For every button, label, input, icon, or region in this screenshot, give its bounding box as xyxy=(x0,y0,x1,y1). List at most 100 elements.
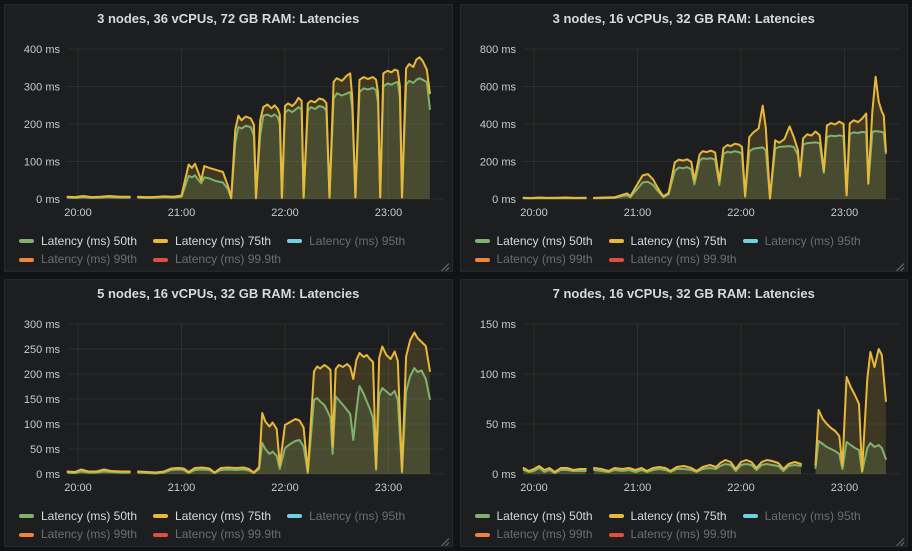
legend-swatch-95th[interactable] xyxy=(742,239,758,243)
y-axis-label: 50 ms xyxy=(486,419,516,431)
legend-swatch-99.9th[interactable] xyxy=(608,257,624,262)
panel-title[interactable]: 5 nodes, 16 vCPUs, 32 GB RAM: Latencies xyxy=(97,286,360,301)
legend-swatch-99th[interactable] xyxy=(474,257,490,262)
legend-swatch-75th[interactable] xyxy=(608,514,624,518)
x-axis-label: 22:00 xyxy=(727,482,755,494)
legend-item-75th[interactable]: Latency (ms) 75th xyxy=(608,508,727,525)
x-axis-label: 21:00 xyxy=(168,482,196,494)
series-line-75th xyxy=(522,465,587,473)
legend-swatch-99th[interactable] xyxy=(19,257,34,262)
legend-swatch-50th[interactable] xyxy=(19,239,34,243)
x-axis-label: 20:00 xyxy=(520,482,548,494)
legend-item-99th[interactable]: Latency (ms) 99th xyxy=(19,251,137,268)
y-axis-label: 0 ms xyxy=(492,194,516,206)
panel-resize-handle[interactable] xyxy=(440,534,450,546)
x-axis-label: 20:00 xyxy=(64,207,92,219)
legend-swatch-99.9th[interactable] xyxy=(153,257,169,262)
y-axis-label: 400 ms xyxy=(479,119,516,131)
panel-resize-handle[interactable] xyxy=(895,534,905,546)
legend-item-95th[interactable]: Latency (ms) 95th xyxy=(742,508,861,525)
latency-chart[interactable]: 20:00 21:00 22:00 23:00 0 ms 50 ms 100 ms 150 m… xyxy=(461,307,908,503)
series-line-75th xyxy=(66,195,131,199)
legend-swatch-95th[interactable] xyxy=(287,514,303,518)
series-area-50th xyxy=(815,441,886,474)
legend-swatch-50th[interactable] xyxy=(19,514,34,518)
series-area-75th xyxy=(593,76,886,199)
legend-item-75th[interactable]: Latency (ms) 75th xyxy=(608,233,727,250)
x-axis-label: 20:00 xyxy=(64,482,92,494)
legend-item-99.9th[interactable]: Latency (ms) 99.9th xyxy=(153,251,281,268)
legend-item-99.9th[interactable]: Latency (ms) 99.9th xyxy=(608,526,737,543)
latency-panel-3n-16cpu: 3 nodes, 16 vCPUs, 32 GB RAM: Latencies … xyxy=(459,4,908,272)
legend-label: Latency (ms) 99th xyxy=(496,252,593,266)
chart-canvas: 20:00 21:00 22:00 23:00 0 ms 50 ms 100 ms 150 m… xyxy=(24,319,445,494)
x-axis-label: 22:00 xyxy=(727,207,755,219)
y-axis-label: 50 ms xyxy=(30,444,60,456)
y-axis-label: 400 ms xyxy=(24,44,61,56)
legend-label: Latency (ms) 75th xyxy=(630,233,727,248)
y-axis-label: 250 ms xyxy=(24,344,61,356)
legend-item-99th[interactable]: Latency (ms) 99th xyxy=(474,251,593,268)
series-area-50th xyxy=(593,131,886,199)
legend-swatch-99th[interactable] xyxy=(19,532,34,537)
y-axis-label: 200 ms xyxy=(24,119,61,131)
legend-label: Latency (ms) 99th xyxy=(496,527,593,541)
series-area-75th xyxy=(138,332,430,474)
x-axis-label: 23:00 xyxy=(830,482,858,494)
legend-item-75th[interactable]: Latency (ms) 75th xyxy=(153,508,271,525)
x-axis-label: 23:00 xyxy=(830,207,858,219)
legend-label: Latency (ms) 75th xyxy=(630,508,727,523)
legend-label: Latency (ms) 75th xyxy=(175,508,272,523)
legend-item-95th[interactable]: Latency (ms) 95th xyxy=(742,233,861,250)
legend-swatch-75th[interactable] xyxy=(608,239,624,243)
legend-item-75th[interactable]: Latency (ms) 75th xyxy=(153,233,271,250)
legend-swatch-50th[interactable] xyxy=(474,514,490,518)
y-axis-label: 600 ms xyxy=(479,82,516,94)
chart-legend: Latency (ms) 50th Latency (ms) 75th Latenc… xyxy=(5,503,452,543)
legend-swatch-50th[interactable] xyxy=(474,239,490,243)
legend-swatch-99.9th[interactable] xyxy=(153,532,169,537)
chart-canvas: 20:00 21:00 22:00 23:00 0 ms 100 ms 200 ms 300 … xyxy=(24,44,445,219)
legend-swatch-75th[interactable] xyxy=(153,239,169,243)
legend-swatch-99.9th[interactable] xyxy=(608,532,624,537)
latency-chart[interactable]: 20:00 21:00 22:00 23:00 0 ms 200 ms 400 ms 600 … xyxy=(461,32,908,228)
latency-panel-3n-36cpu: 3 nodes, 36 vCPUs, 72 GB RAM: Latencies … xyxy=(4,4,453,272)
panel-resize-handle[interactable] xyxy=(440,259,450,271)
resize-grip-icon xyxy=(896,538,905,546)
legend-item-99.9th[interactable]: Latency (ms) 99.9th xyxy=(608,251,737,268)
series-line-75th xyxy=(522,196,587,200)
legend-swatch-95th[interactable] xyxy=(742,514,758,518)
legend-item-95th[interactable]: Latency (ms) 95th xyxy=(287,508,405,525)
legend-item-50th[interactable]: Latency (ms) 50th xyxy=(19,508,137,525)
chart-legend: Latency (ms) 50th Latency (ms) 75th Latenc… xyxy=(461,228,908,268)
legend-swatch-99th[interactable] xyxy=(474,532,490,537)
series-line-50th xyxy=(814,440,887,473)
series-line-75th xyxy=(137,331,431,474)
legend-item-50th[interactable]: Latency (ms) 50th xyxy=(19,233,137,250)
legend-item-50th[interactable]: Latency (ms) 50th xyxy=(474,508,593,525)
legend-item-99th[interactable]: Latency (ms) 99th xyxy=(474,526,593,543)
panel-title[interactable]: 3 nodes, 36 vCPUs, 72 GB RAM: Latencies xyxy=(97,11,360,26)
x-axis-label: 20:00 xyxy=(520,207,548,219)
panel-title[interactable]: 3 nodes, 16 vCPUs, 32 GB RAM: Latencies xyxy=(552,11,815,26)
legend-swatch-95th[interactable] xyxy=(287,239,303,243)
legend-item-50th[interactable]: Latency (ms) 50th xyxy=(474,233,593,250)
series-line-75th xyxy=(592,459,802,472)
legend-item-99th[interactable]: Latency (ms) 99th xyxy=(19,526,137,543)
chart-legend: Latency (ms) 50th Latency (ms) 75th Latenc… xyxy=(5,228,452,268)
legend-item-99.9th[interactable]: Latency (ms) 99.9th xyxy=(153,526,281,543)
x-axis-label: 21:00 xyxy=(623,482,651,494)
series-line-75th xyxy=(137,56,431,199)
legend-item-95th[interactable]: Latency (ms) 95th xyxy=(287,233,405,250)
series-line-50th xyxy=(592,463,802,473)
y-axis-label: 800 ms xyxy=(479,44,516,56)
legend-label: Latency (ms) 50th xyxy=(496,233,593,248)
panel-resize-handle[interactable] xyxy=(895,259,905,271)
series-line-75th xyxy=(66,468,131,473)
legend-swatch-75th[interactable] xyxy=(153,514,169,518)
y-axis-label: 200 ms xyxy=(479,157,516,169)
x-axis-label: 21:00 xyxy=(623,207,651,219)
panel-title[interactable]: 7 nodes, 16 vCPUs, 32 GB RAM: Latencies xyxy=(552,286,815,301)
latency-chart[interactable]: 20:00 21:00 22:00 23:00 0 ms 50 ms 100 ms 150 m… xyxy=(5,307,452,503)
latency-chart[interactable]: 20:00 21:00 22:00 23:00 0 ms 100 ms 200 ms 300 … xyxy=(5,32,452,228)
